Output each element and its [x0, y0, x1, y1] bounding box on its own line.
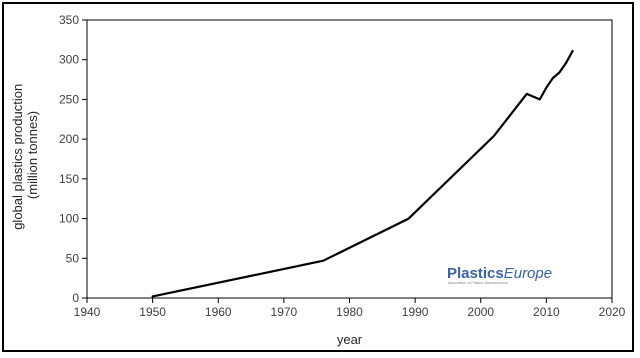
y-axis-ticks: 0 50 100 150 200 250 300 350 — [59, 13, 87, 305]
logo-tagline: Association of Plastics Manufacturers — [448, 281, 508, 285]
y-tick-label: 350 — [59, 13, 79, 27]
logo-wordmark: PlasticsEurope — [447, 265, 552, 282]
x-tick-label: 2010 — [533, 305, 560, 319]
x-axis-title: year — [337, 332, 363, 347]
y-axis-title-line-1: global plastics production — [10, 84, 25, 230]
logo-text-main: Plastics — [447, 265, 504, 282]
y-axis-title: global plastics production (million tonn… — [10, 80, 40, 230]
x-tick-label: 1980 — [336, 305, 363, 319]
x-axis-ticks: 1940 1950 1960 1970 1980 1990 2000 2010 2020 — [74, 298, 626, 319]
x-tick-label: 1940 — [74, 305, 101, 319]
chart-frame — [2, 2, 634, 352]
y-tick-label: 300 — [59, 53, 79, 67]
logo-text-accent: Europe — [504, 265, 552, 282]
x-tick-label: 2020 — [599, 305, 626, 319]
plastics-europe-logo: PlasticsEurope Association of Plastics M… — [447, 265, 552, 285]
x-tick-label: 1990 — [402, 305, 429, 319]
x-tick-label: 2000 — [467, 305, 494, 319]
series-line — [151, 49, 574, 298]
x-tick-label: 1960 — [205, 305, 232, 319]
y-tick-label: 0 — [72, 291, 79, 305]
x-tick-label: 1970 — [271, 305, 298, 319]
y-tick-label: 100 — [59, 212, 79, 226]
y-axis-title-line-2: (million tonnes) — [25, 111, 40, 199]
y-tick-label: 250 — [59, 92, 79, 106]
plot-area — [86, 19, 613, 299]
x-tick-label: 1950 — [139, 305, 166, 319]
y-tick-label: 50 — [66, 251, 80, 265]
series-group — [151, 49, 574, 298]
y-tick-label: 150 — [59, 172, 79, 186]
y-tick-label: 200 — [59, 132, 79, 146]
